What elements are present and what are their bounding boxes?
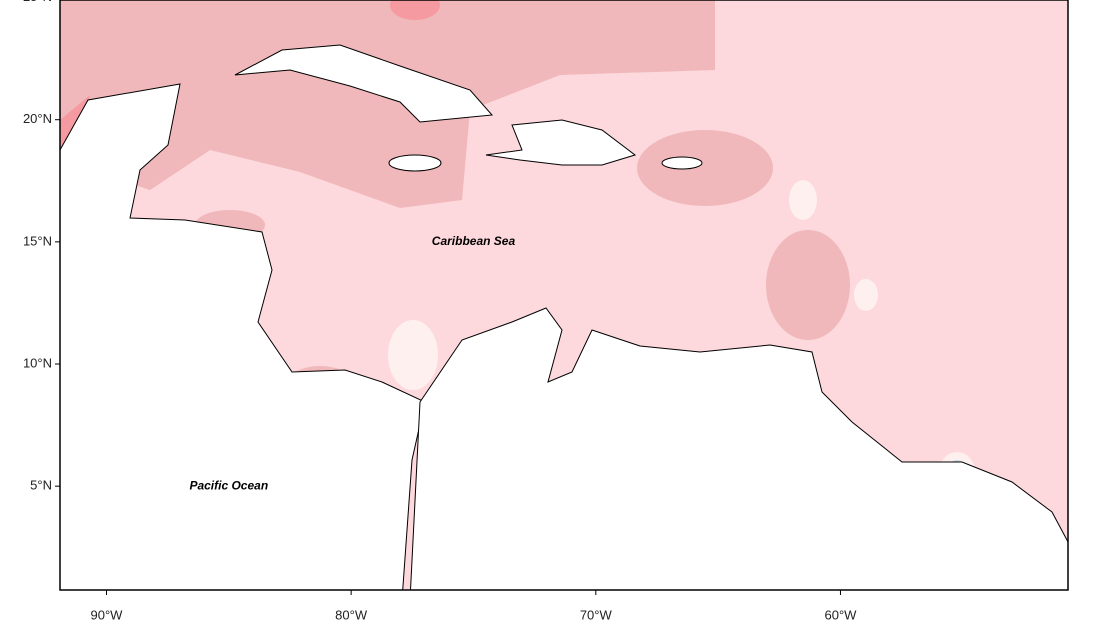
anomaly-low	[854, 279, 878, 311]
frame	[59, 0, 1069, 591]
y-tick-label: 25°N	[23, 0, 52, 4]
anomaly-low	[388, 320, 438, 390]
puerto-rico	[661, 156, 703, 170]
anomaly-low	[789, 180, 817, 220]
y-tick-label: 20°N	[23, 111, 52, 126]
x-tick-label: 70°W	[580, 607, 613, 622]
y-tick-label: 10°N	[23, 355, 52, 370]
y-tick-label: 5°N	[30, 478, 52, 493]
jamaica	[388, 154, 442, 172]
y-tick-label: 15°N	[23, 233, 52, 248]
region-label: Caribbean Sea	[432, 234, 516, 248]
map-body	[60, 0, 1068, 590]
central-america	[60, 83, 426, 590]
hispaniola	[485, 119, 637, 166]
x-tick-label: 60°W	[824, 607, 857, 622]
anomaly-very-high	[390, 0, 440, 20]
cuba	[234, 44, 494, 123]
region-label: Pacific Ocean	[189, 478, 268, 492]
x-tick-label: 90°W	[91, 607, 124, 622]
region-label: Atlantic Ocean	[712, 0, 797, 4]
south-america	[410, 307, 1068, 590]
x-tick-label: 80°W	[335, 607, 368, 622]
